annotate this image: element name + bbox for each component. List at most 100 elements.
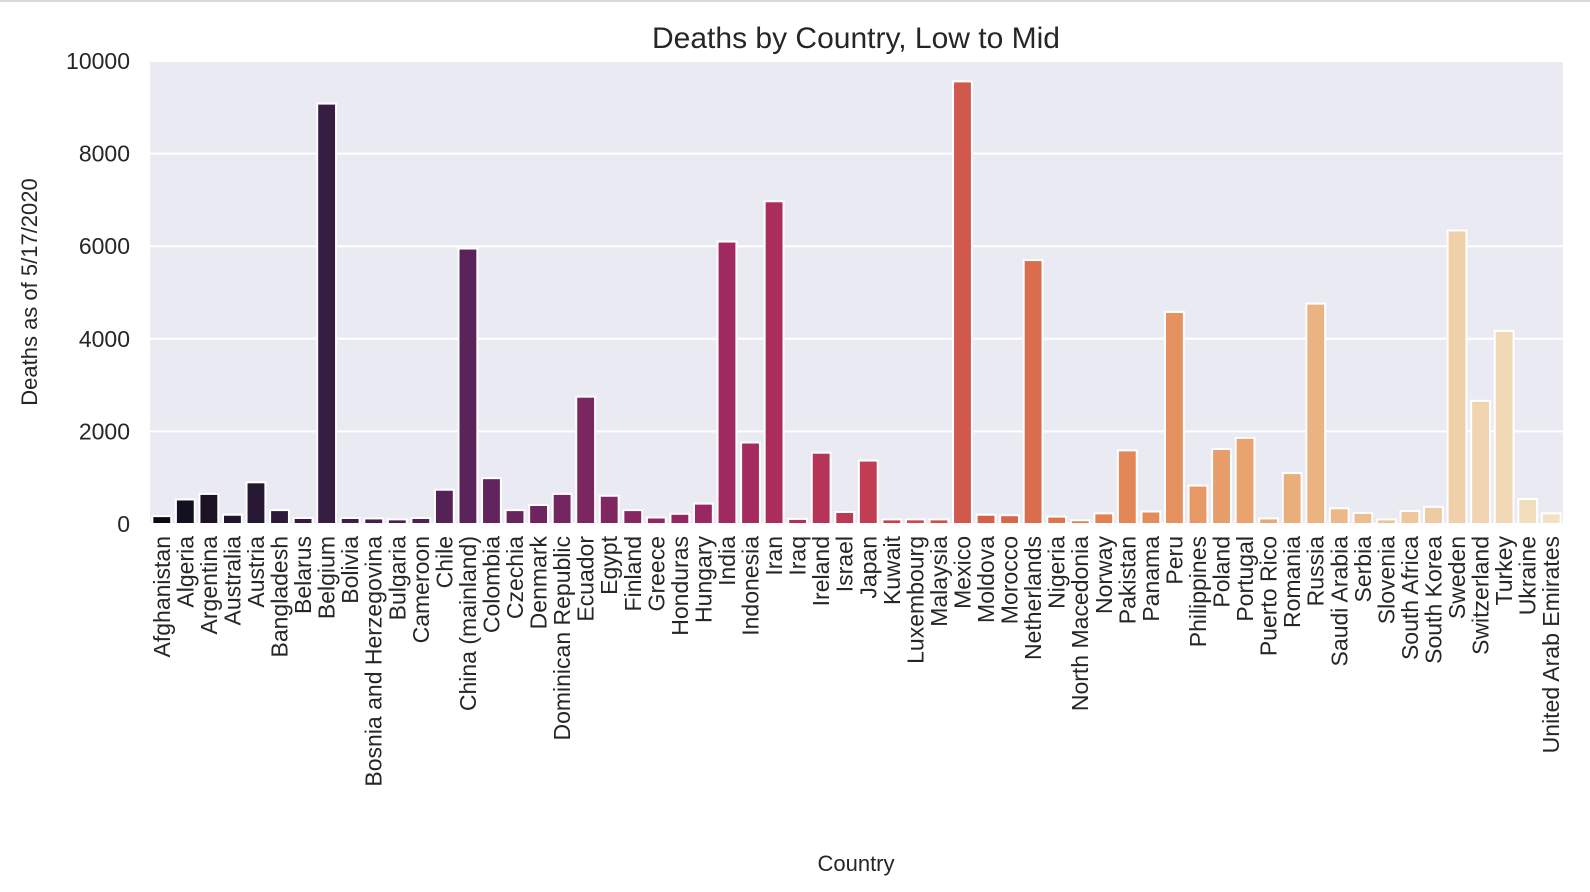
x-axis-label: Country	[817, 851, 894, 876]
bar-switzerland	[1470, 399, 1491, 526]
x-tick-label: Dominican Republic	[549, 536, 575, 741]
x-tick-label: Puerto Rico	[1256, 536, 1282, 656]
bar-colombia	[481, 477, 502, 525]
bar-mexico	[952, 80, 973, 525]
bar-denmark	[528, 504, 549, 525]
x-tick-label: Bosnia and Herzegovina	[361, 536, 387, 787]
x-tick-label: Peru	[1161, 536, 1187, 585]
x-tick-label: Afghanistan	[149, 536, 175, 657]
bar-afghanistan	[151, 515, 173, 526]
x-tick-label: Luxembourg	[902, 536, 928, 664]
x-tick-label: Sweden	[1444, 536, 1470, 619]
y-tick-label: 10000	[66, 48, 130, 74]
x-tick-label: Norway	[1091, 536, 1117, 614]
x-tick-label: Malaysia	[926, 536, 952, 627]
plot-area	[150, 61, 1563, 524]
bar-north-macedonia	[1069, 519, 1091, 526]
x-tick-label: India	[714, 536, 740, 586]
bar-india	[716, 240, 738, 525]
x-tick-label: Australia	[219, 536, 245, 626]
bar-romania	[1281, 472, 1303, 526]
bar-united-arab-emirates	[1540, 512, 1562, 526]
x-tick-label: Honduras	[667, 536, 693, 636]
x-tick-label: Mexico	[949, 536, 975, 609]
x-tick-label: Ecuador	[573, 536, 599, 622]
x-tick-label: Bulgaria	[384, 536, 410, 621]
x-tick-labels: AfghanistanAlgeriaArgentinaAustraliaAust…	[149, 535, 1564, 786]
bar-china-mainland	[457, 247, 479, 525]
bar-ireland	[810, 451, 832, 525]
x-tick-label: Saudi Arabia	[1326, 536, 1352, 667]
bar-egypt	[598, 494, 620, 525]
x-tick-label: Algeria	[172, 536, 198, 608]
x-tick-label: Poland	[1209, 536, 1235, 608]
bars	[151, 80, 1562, 526]
x-tick-label: North Macedonia	[1067, 536, 1093, 711]
bar-norway	[1093, 512, 1115, 526]
x-tick-label: Netherlands	[1020, 536, 1046, 660]
bar-greece	[645, 516, 667, 526]
bar-algeria	[174, 498, 196, 525]
bar-hungary	[693, 502, 714, 525]
x-tick-label: Bolivia	[337, 536, 363, 604]
x-tick-label: Moldova	[973, 536, 999, 623]
x-tick-label: Slovenia	[1373, 536, 1399, 624]
x-tick-label: Denmark	[526, 536, 552, 630]
x-tick-label: Morocco	[997, 536, 1023, 624]
x-tick-label: Argentina	[196, 536, 222, 635]
bar-belgium	[316, 102, 338, 525]
bar-saudi-arabia	[1328, 507, 1350, 525]
x-tick-label: Japan	[855, 536, 881, 599]
x-tick-label: Colombia	[478, 536, 504, 633]
bar-dominican-republic	[551, 492, 573, 525]
x-tick-label: Greece	[643, 536, 669, 611]
x-tick-label: Romania	[1279, 536, 1305, 628]
bar-luxembourg	[904, 518, 926, 525]
bar-pakistan	[1116, 449, 1138, 525]
bar-sweden	[1446, 229, 1468, 525]
bar-puerto-rico	[1258, 517, 1280, 525]
bar-cameroon	[410, 516, 432, 526]
x-tick-label: Portugal	[1232, 536, 1258, 622]
x-tick-label: China (mainland)	[455, 536, 481, 711]
y-axis-label: Deaths as of 5/17/2020	[17, 178, 42, 406]
x-tick-label: Russia	[1303, 536, 1329, 607]
bar-australia	[222, 513, 243, 525]
gridlines	[150, 60, 1563, 525]
bar-belarus	[292, 516, 314, 526]
bar-ukraine	[1517, 497, 1539, 525]
x-tick-label: Cameroon	[408, 536, 434, 643]
bar-south-africa	[1399, 510, 1421, 526]
x-tick-label: South Korea	[1420, 536, 1446, 664]
y-tick-label: 6000	[79, 233, 130, 259]
bar-iran	[763, 200, 785, 525]
y-tick-label: 0	[117, 511, 130, 537]
bar-portugal	[1234, 436, 1256, 525]
bar-kuwait	[881, 518, 903, 525]
bar-honduras	[669, 512, 691, 526]
x-tick-label: Indonesia	[738, 536, 764, 636]
bar-slovenia	[1375, 518, 1397, 525]
bar-russia	[1305, 302, 1327, 525]
bar-philippines	[1187, 484, 1209, 526]
x-tick-label: Switzerland	[1468, 536, 1494, 655]
x-tick-label: Serbia	[1350, 536, 1376, 603]
x-tick-label: Ireland	[808, 536, 834, 606]
bar-morocco	[999, 514, 1020, 526]
x-tick-label: Belgium	[314, 536, 340, 619]
x-tick-label: Ukraine	[1515, 536, 1541, 615]
bar-peru	[1164, 310, 1185, 526]
x-tick-label: Pakistan	[1114, 536, 1140, 624]
bar-nigeria	[1046, 515, 1068, 525]
bar-czechia	[504, 509, 526, 525]
bar-japan	[857, 459, 879, 525]
bar-austria	[245, 481, 267, 525]
bar-bosnia-and-herzegovina	[363, 517, 385, 525]
x-tick-label: Israel	[832, 536, 858, 592]
x-tick-label: Bangladesh	[267, 536, 293, 658]
y-tick-label: 4000	[79, 326, 130, 352]
x-tick-label: Nigeria	[1044, 536, 1070, 609]
bar-bolivia	[339, 516, 361, 526]
x-tick-label: Egypt	[596, 535, 622, 594]
